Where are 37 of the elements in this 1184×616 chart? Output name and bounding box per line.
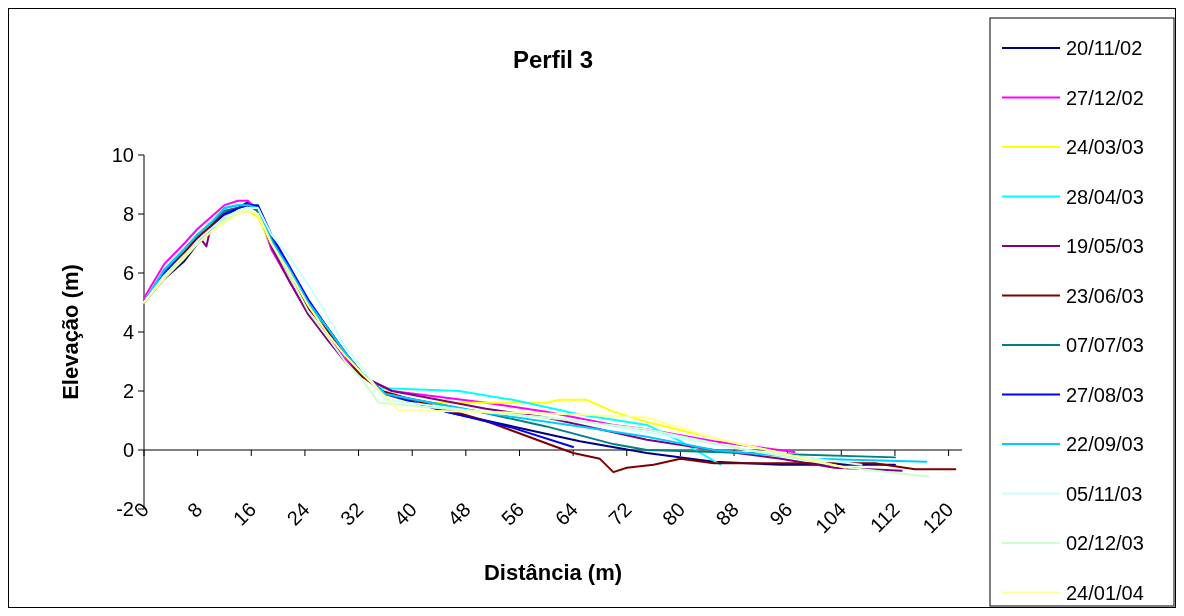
legend-label: 02/12/03 xyxy=(1066,532,1144,554)
x-tick-label: 40 xyxy=(389,498,422,530)
x-tick-label: 96 xyxy=(765,498,797,530)
x-tick-label: 16 xyxy=(228,498,261,530)
x-tick-label: 48 xyxy=(443,498,475,530)
y-tick-label: 8 xyxy=(122,203,134,225)
y-tick-label: 10 xyxy=(111,144,134,166)
legend-label: 20/11/02 xyxy=(1066,37,1143,59)
legend-label: 07/07/03 xyxy=(1066,334,1144,356)
legend-label: 05/11/03 xyxy=(1066,482,1143,505)
y-tick-label: 0 xyxy=(122,439,134,461)
y-tick-label: 4 xyxy=(122,321,134,343)
legend-label: 24/01/04 xyxy=(1066,581,1144,604)
legend-label: 23/06/03 xyxy=(1066,284,1144,307)
x-tick-label: 56 xyxy=(497,498,529,530)
legend-label: 24/03/03 xyxy=(1066,136,1144,158)
y-tick-label: -2 xyxy=(116,498,134,520)
y-tick-label: 2 xyxy=(122,380,134,402)
chart-title: Perfil 3 xyxy=(512,46,594,73)
y-axis-title: Elevação (m) xyxy=(58,264,83,400)
legend-label: 27/08/03 xyxy=(1066,383,1144,406)
x-tick-label: 120 xyxy=(918,498,958,538)
x-tick-label: 112 xyxy=(865,498,904,537)
x-axis-title: Distância (m) xyxy=(483,560,623,585)
x-tick-label: 24 xyxy=(282,498,314,530)
x-tick-label: 80 xyxy=(657,498,690,530)
legend-label: 22/09/03 xyxy=(1066,433,1144,455)
legend-label: 19/05/03 xyxy=(1066,235,1144,257)
x-tick-label: 32 xyxy=(336,498,368,530)
y-tick-label: 6 xyxy=(122,262,134,284)
x-tick-label: 72 xyxy=(604,498,636,530)
x-tick-label: 64 xyxy=(550,498,582,530)
legend-label: 27/12/02 xyxy=(1066,86,1144,109)
x-tick-label: 104 xyxy=(810,498,851,538)
x-tick-label: 88 xyxy=(711,498,743,530)
x-tick-label: 8 xyxy=(183,498,207,522)
legend-label: 28/04/03 xyxy=(1066,185,1144,208)
